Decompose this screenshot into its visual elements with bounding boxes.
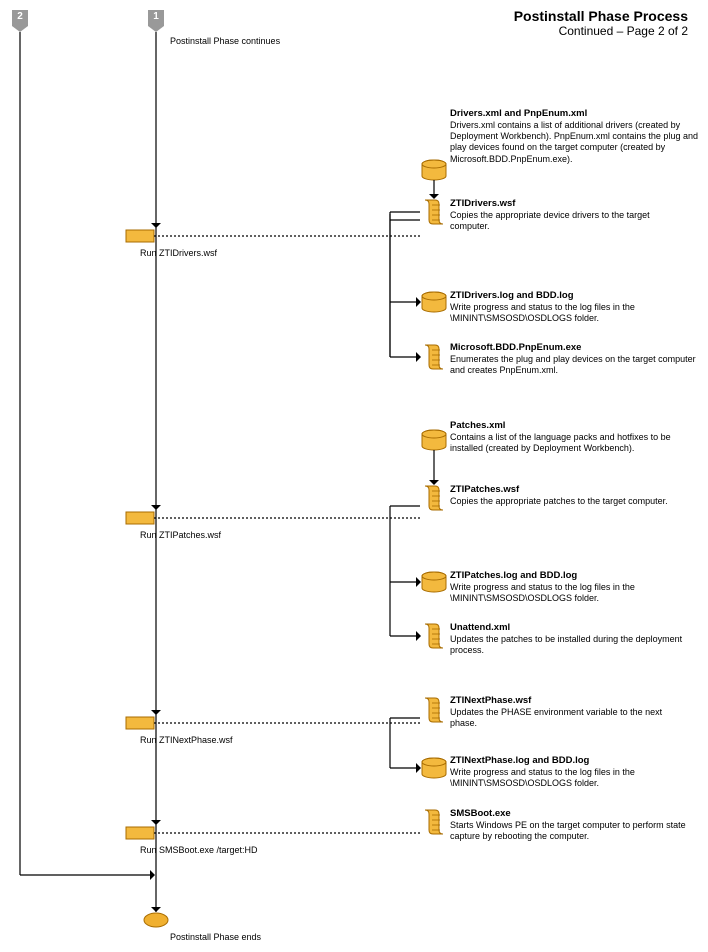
- step-label-3: Run ZTINextPhase.wsf: [140, 735, 233, 746]
- desc-title: ZTIDrivers.log and BDD.log: [450, 290, 700, 302]
- step-label-4: Run SMSBoot.exe /target:HD: [140, 845, 258, 856]
- desc-body: Write progress and status to the log fil…: [450, 302, 700, 325]
- desc-body: Updates the PHASE environment variable t…: [450, 707, 690, 730]
- desc-body: Write progress and status to the log fil…: [450, 582, 700, 605]
- desc-body: Drivers.xml contains a list of additiona…: [450, 120, 700, 165]
- desc-title: Microsoft.BDD.PnpEnum.exe: [450, 342, 700, 354]
- desc-title: ZTIPatches.wsf: [450, 484, 690, 496]
- desc-title: ZTIPatches.log and BDD.log: [450, 570, 700, 582]
- top-label: Postinstall Phase continues: [170, 36, 280, 47]
- step-label-2: Run ZTIPatches.wsf: [140, 530, 221, 541]
- desc-zti-patches-log: ZTIPatches.log and BDD.log Write progres…: [450, 570, 700, 604]
- desc-title: ZTINextPhase.log and BDD.log: [450, 755, 700, 767]
- desc-patches-xml: Patches.xml Contains a list of the langu…: [450, 420, 690, 454]
- desc-zti-patches: ZTIPatches.wsf Copies the appropriate pa…: [450, 484, 690, 507]
- desc-title: Unattend.xml: [450, 622, 690, 634]
- desc-title: Drivers.xml and PnpEnum.xml: [450, 108, 700, 120]
- desc-title: SMSBoot.exe: [450, 808, 690, 820]
- desc-body: Enumerates the plug and play devices on …: [450, 354, 700, 377]
- desc-zti-drivers-log: ZTIDrivers.log and BDD.log Write progres…: [450, 290, 700, 324]
- desc-title: ZTINextPhase.wsf: [450, 695, 690, 707]
- desc-body: Copies the appropriate device drivers to…: [450, 210, 690, 233]
- desc-drivers-xml: Drivers.xml and PnpEnum.xml Drivers.xml …: [450, 108, 700, 165]
- desc-title: Patches.xml: [450, 420, 690, 432]
- desc-body: Contains a list of the language packs an…: [450, 432, 690, 455]
- step-label-1: Run ZTIDrivers.wsf: [140, 248, 217, 259]
- desc-body: Copies the appropriate patches to the ta…: [450, 496, 690, 507]
- desc-unattend: Unattend.xml Updates the patches to be i…: [450, 622, 690, 656]
- desc-smsboot: SMSBoot.exe Starts Windows PE on the tar…: [450, 808, 690, 842]
- desc-body: Updates the patches to be installed duri…: [450, 634, 690, 657]
- desc-zti-next-log: ZTINextPhase.log and BDD.log Write progr…: [450, 755, 700, 789]
- desc-pnpenum-exe: Microsoft.BDD.PnpEnum.exe Enumerates the…: [450, 342, 700, 376]
- desc-zti-drivers: ZTIDrivers.wsf Copies the appropriate de…: [450, 198, 690, 232]
- desc-title: ZTIDrivers.wsf: [450, 198, 690, 210]
- end-label: Postinstall Phase ends: [170, 932, 261, 943]
- desc-zti-next: ZTINextPhase.wsf Updates the PHASE envir…: [450, 695, 690, 729]
- desc-body: Write progress and status to the log fil…: [450, 767, 700, 790]
- desc-body: Starts Windows PE on the target computer…: [450, 820, 690, 843]
